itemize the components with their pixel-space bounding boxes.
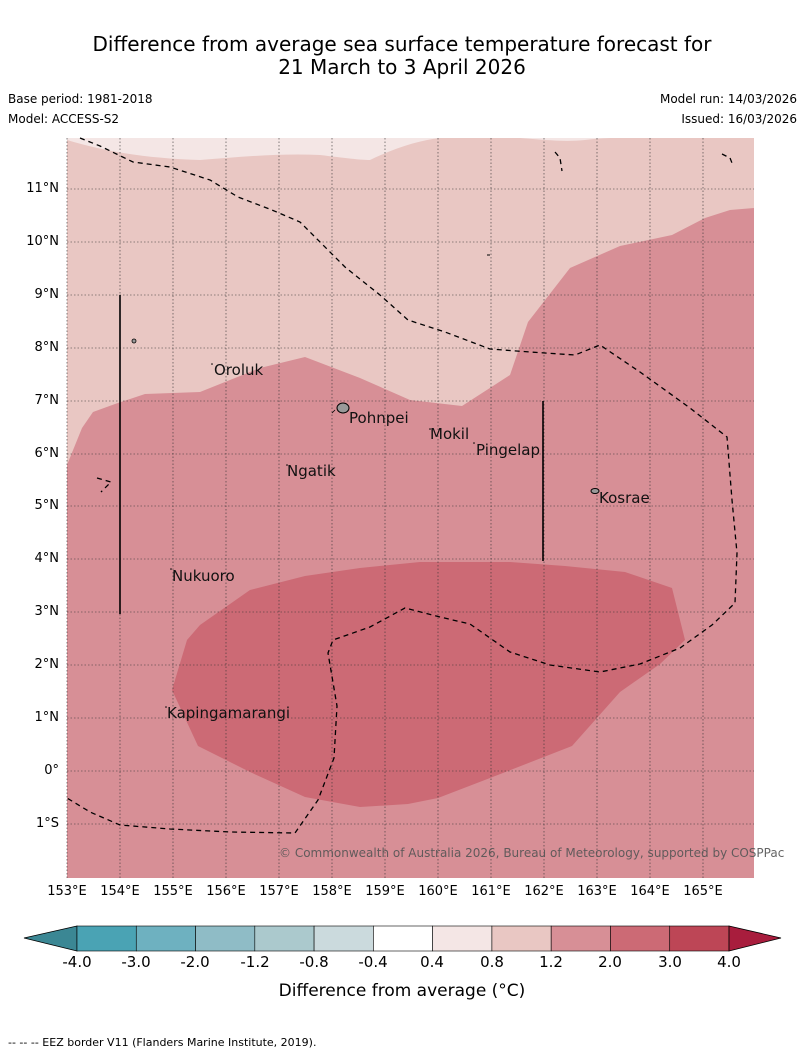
colorbar-segment [76, 925, 137, 952]
lon-label: 158°E [312, 884, 352, 899]
oroluk-dot [211, 363, 213, 365]
lon-label: 164°E [630, 884, 670, 899]
colorbar-segment [373, 925, 433, 952]
colorbar-tick-label: 4.0 [717, 953, 741, 971]
lon-label: 160°E [418, 884, 458, 899]
colorbar-tick-label: -0.4 [358, 953, 388, 971]
lat-label: 2°N [34, 657, 60, 672]
island-label-pingelap: Pingelap [476, 441, 540, 459]
lat-lon-grid [66, 138, 754, 878]
ngatik-dot [286, 464, 288, 466]
small-island-shape [131, 338, 137, 344]
lon-label: 161°E [471, 884, 511, 899]
lon-label: 154°E [100, 884, 140, 899]
island-label-pohnpei: Pohnpei [349, 409, 409, 427]
colorbar-tick-label: -1.2 [240, 953, 270, 971]
lat-label: 7°N [34, 393, 60, 408]
lon-label: 156°E [206, 884, 246, 899]
lon-label: 157°E [259, 884, 299, 899]
lat-label: 10°N [26, 234, 59, 249]
lon-label: 153°E [47, 884, 87, 899]
lon-label: 163°E [577, 884, 617, 899]
colorbar-tick-label: 0.8 [480, 953, 504, 971]
nukuoro-dot [170, 568, 172, 570]
colorbar-tick-label: 1.2 [539, 953, 563, 971]
island-label-nukuoro: Nukuoro [172, 567, 235, 585]
pohnpei-island-shape [336, 402, 350, 414]
pingelap-dot [473, 442, 475, 444]
lat-label: 9°N [34, 287, 60, 302]
chart-title-line1: Difference from average sea surface temp… [92, 32, 712, 56]
anomaly-region-2-0-to-3-0 [172, 562, 685, 807]
lon-label: 162°E [524, 884, 564, 899]
eez-legend-footer: -- -- -- EEZ border V11 (Flanders Marine… [8, 1036, 317, 1049]
model-name: Model: ACCESS-S2 [8, 112, 120, 126]
colorbar [23, 925, 782, 952]
colorbar-tick-label: -3.0 [121, 953, 151, 971]
colorbar-tick-label: -4.0 [62, 953, 92, 971]
colorbar-tick-label: -2.0 [180, 953, 210, 971]
colorbar-tick-label: 0.4 [420, 953, 444, 971]
colorbar-segment [550, 925, 611, 952]
colorbar-tick-label: 2.0 [598, 953, 622, 971]
lon-label: 165°E [683, 884, 723, 899]
island-label-kosrae: Kosrae [599, 489, 650, 507]
island-label-mokil: Mokil [430, 425, 469, 443]
lat-label: 1°S [35, 816, 59, 831]
island-label-oroluk: Oroluk [214, 361, 263, 379]
colorbar-segment [432, 925, 493, 952]
kapingamarangi-dot [165, 706, 167, 708]
colorbar-title: Difference from average (°C) [278, 981, 526, 1001]
colorbar-under-arrow [23, 925, 78, 952]
model-run: Model run: 14/03/2026 [659, 92, 797, 106]
issued-date: Issued: 16/03/2026 [681, 112, 797, 126]
colorbar-segment [135, 925, 196, 952]
colorbar-segment [313, 925, 374, 952]
colorbar-tick-label: 3.0 [658, 953, 682, 971]
islet-mark [331, 409, 336, 414]
lat-label: 1°N [34, 710, 60, 725]
base-period: Base period: 1981-2018 [8, 92, 153, 106]
colorbar-segment [254, 925, 315, 952]
colorbar-over-arrow [728, 925, 782, 952]
lat-label: 4°N [34, 551, 60, 566]
lat-label: 6°N [34, 446, 60, 461]
colorbar-segment [195, 925, 256, 952]
lat-label: 11°N [26, 181, 59, 196]
colorbar-tick-label: -0.8 [299, 953, 329, 971]
copyright-notice: © Commonwealth of Australia 2026, Bureau… [279, 846, 784, 860]
eez-border [66, 137, 738, 834]
kosrae-island-shape [590, 488, 600, 494]
lat-label: 8°N [34, 340, 60, 355]
lat-label: 5°N [34, 498, 60, 513]
lon-label: 155°E [153, 884, 193, 899]
anomaly-region-0-4-to-0-8-west [67, 138, 440, 160]
colorbar-segment [610, 925, 671, 952]
lon-label: 159°E [365, 884, 405, 899]
lat-label: 0° [44, 763, 59, 778]
chart-title-line2: 21 March to 3 April 2026 [278, 55, 526, 79]
colorbar-segment [669, 925, 730, 952]
mokil-dot [429, 428, 431, 430]
island-label-ngatik: Ngatik [287, 462, 336, 480]
lat-label: 3°N [34, 604, 60, 619]
island-label-kapingamarangi: Kapingamarangi [167, 704, 290, 722]
colorbar-segment [491, 925, 552, 952]
